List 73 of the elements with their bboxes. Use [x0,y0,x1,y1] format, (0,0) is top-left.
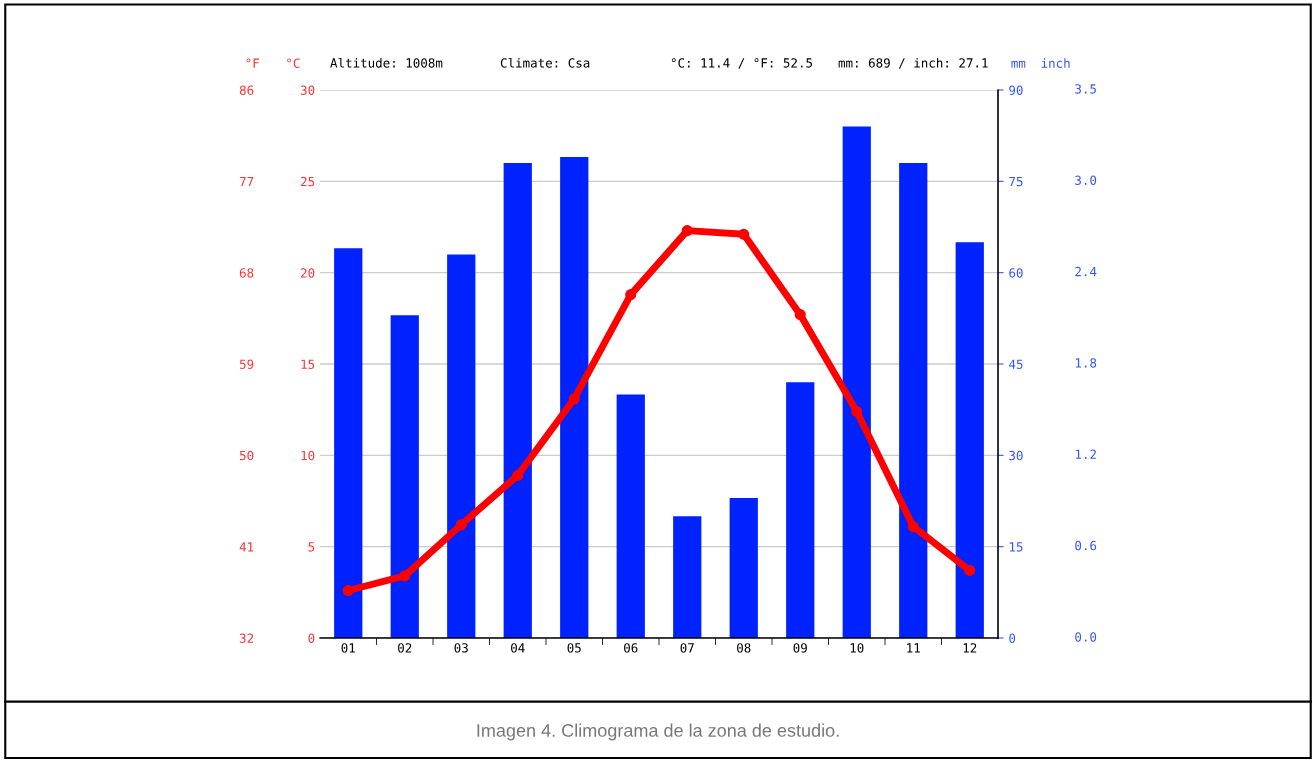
point [964,564,976,576]
text: Imagen 4. Climograma de la zona de estudio. [477,723,839,741]
point [399,570,411,582]
point [342,584,354,597]
text: Altitude: 1008m [330,57,443,68]
y-tick-label: 15 [301,359,315,369]
bar [955,242,984,638]
y-tick-label: 0 [308,633,315,643]
text: °C: 11.4 / °F: 52.5 [671,58,812,69]
y-axis-title: °C [287,58,300,68]
y3-tick-label: 77 [239,177,254,187]
point [568,393,580,405]
bar [334,248,363,638]
text: inch [1041,58,1070,68]
x-tick-label: 02 [398,643,412,653]
y-tick-label: 10 [301,450,315,461]
point [907,521,919,533]
text: 1.8 [1075,358,1097,368]
x-tick-label: 12 [963,643,977,653]
x-tick-label: 06 [624,643,638,653]
text: 3.0 [1075,175,1097,185]
y-tick-label: 5 [308,542,315,552]
y-tick-label: 25 [301,176,315,187]
y3-axis-title: °F [246,58,259,68]
y-tick-label: 30 [300,85,315,95]
x-tick-label: 10 [850,643,864,653]
bar [616,394,645,638]
point [851,405,863,418]
point [794,309,806,321]
y2-tick-label: 0 [1009,633,1016,643]
bar [729,497,758,638]
x-tick-label: 08 [737,643,751,653]
x-tick-label: 09 [793,643,807,653]
x-tick-label: 01 [341,643,355,653]
text: 3.5 [1075,84,1096,94]
y3-tick-label: 41 [239,542,254,552]
y2-tick-label: 30 [1009,450,1023,461]
y2-tick-label: 75 [1009,177,1023,187]
point [738,228,750,240]
bar [786,382,815,638]
y2-tick-label: 60 [1009,268,1023,278]
y3-tick-label: 32 [239,633,254,643]
text: 0.0 [1075,632,1097,642]
x-tick-label: 03 [454,643,468,653]
text: 2.4 [1075,266,1097,277]
bar [842,126,871,638]
point [512,469,524,481]
bar [560,156,589,638]
y3-tick-label: 50 [239,450,254,461]
y3-tick-label: 86 [239,85,254,95]
y3-tick-label: 68 [239,268,254,278]
x-tick-label: 11 [907,643,920,653]
y2-tick-label: 90 [1009,85,1023,95]
bar [390,315,419,638]
x-tick-label: 07 [680,643,694,653]
text: 1.2 [1075,449,1096,459]
y-tick-label: 20 [301,268,315,278]
point [681,225,693,237]
bar [673,516,702,638]
point [455,519,467,531]
x-tick-label: 04 [511,643,525,653]
bar [503,163,532,638]
bar [447,254,476,638]
y2-axis-title: mm [1011,60,1026,68]
y2-tick-label: 45 [1009,359,1023,369]
text: 0.6 [1075,540,1097,551]
y2-tick-label: 15 [1009,542,1023,552]
point [625,289,637,301]
y3-tick-label: 59 [239,359,254,369]
x-tick-label: 05 [567,643,581,653]
text: mm: 689 / inch: 27.1 [838,57,988,69]
bar [899,163,928,638]
text: Climate: Csa [500,57,590,68]
